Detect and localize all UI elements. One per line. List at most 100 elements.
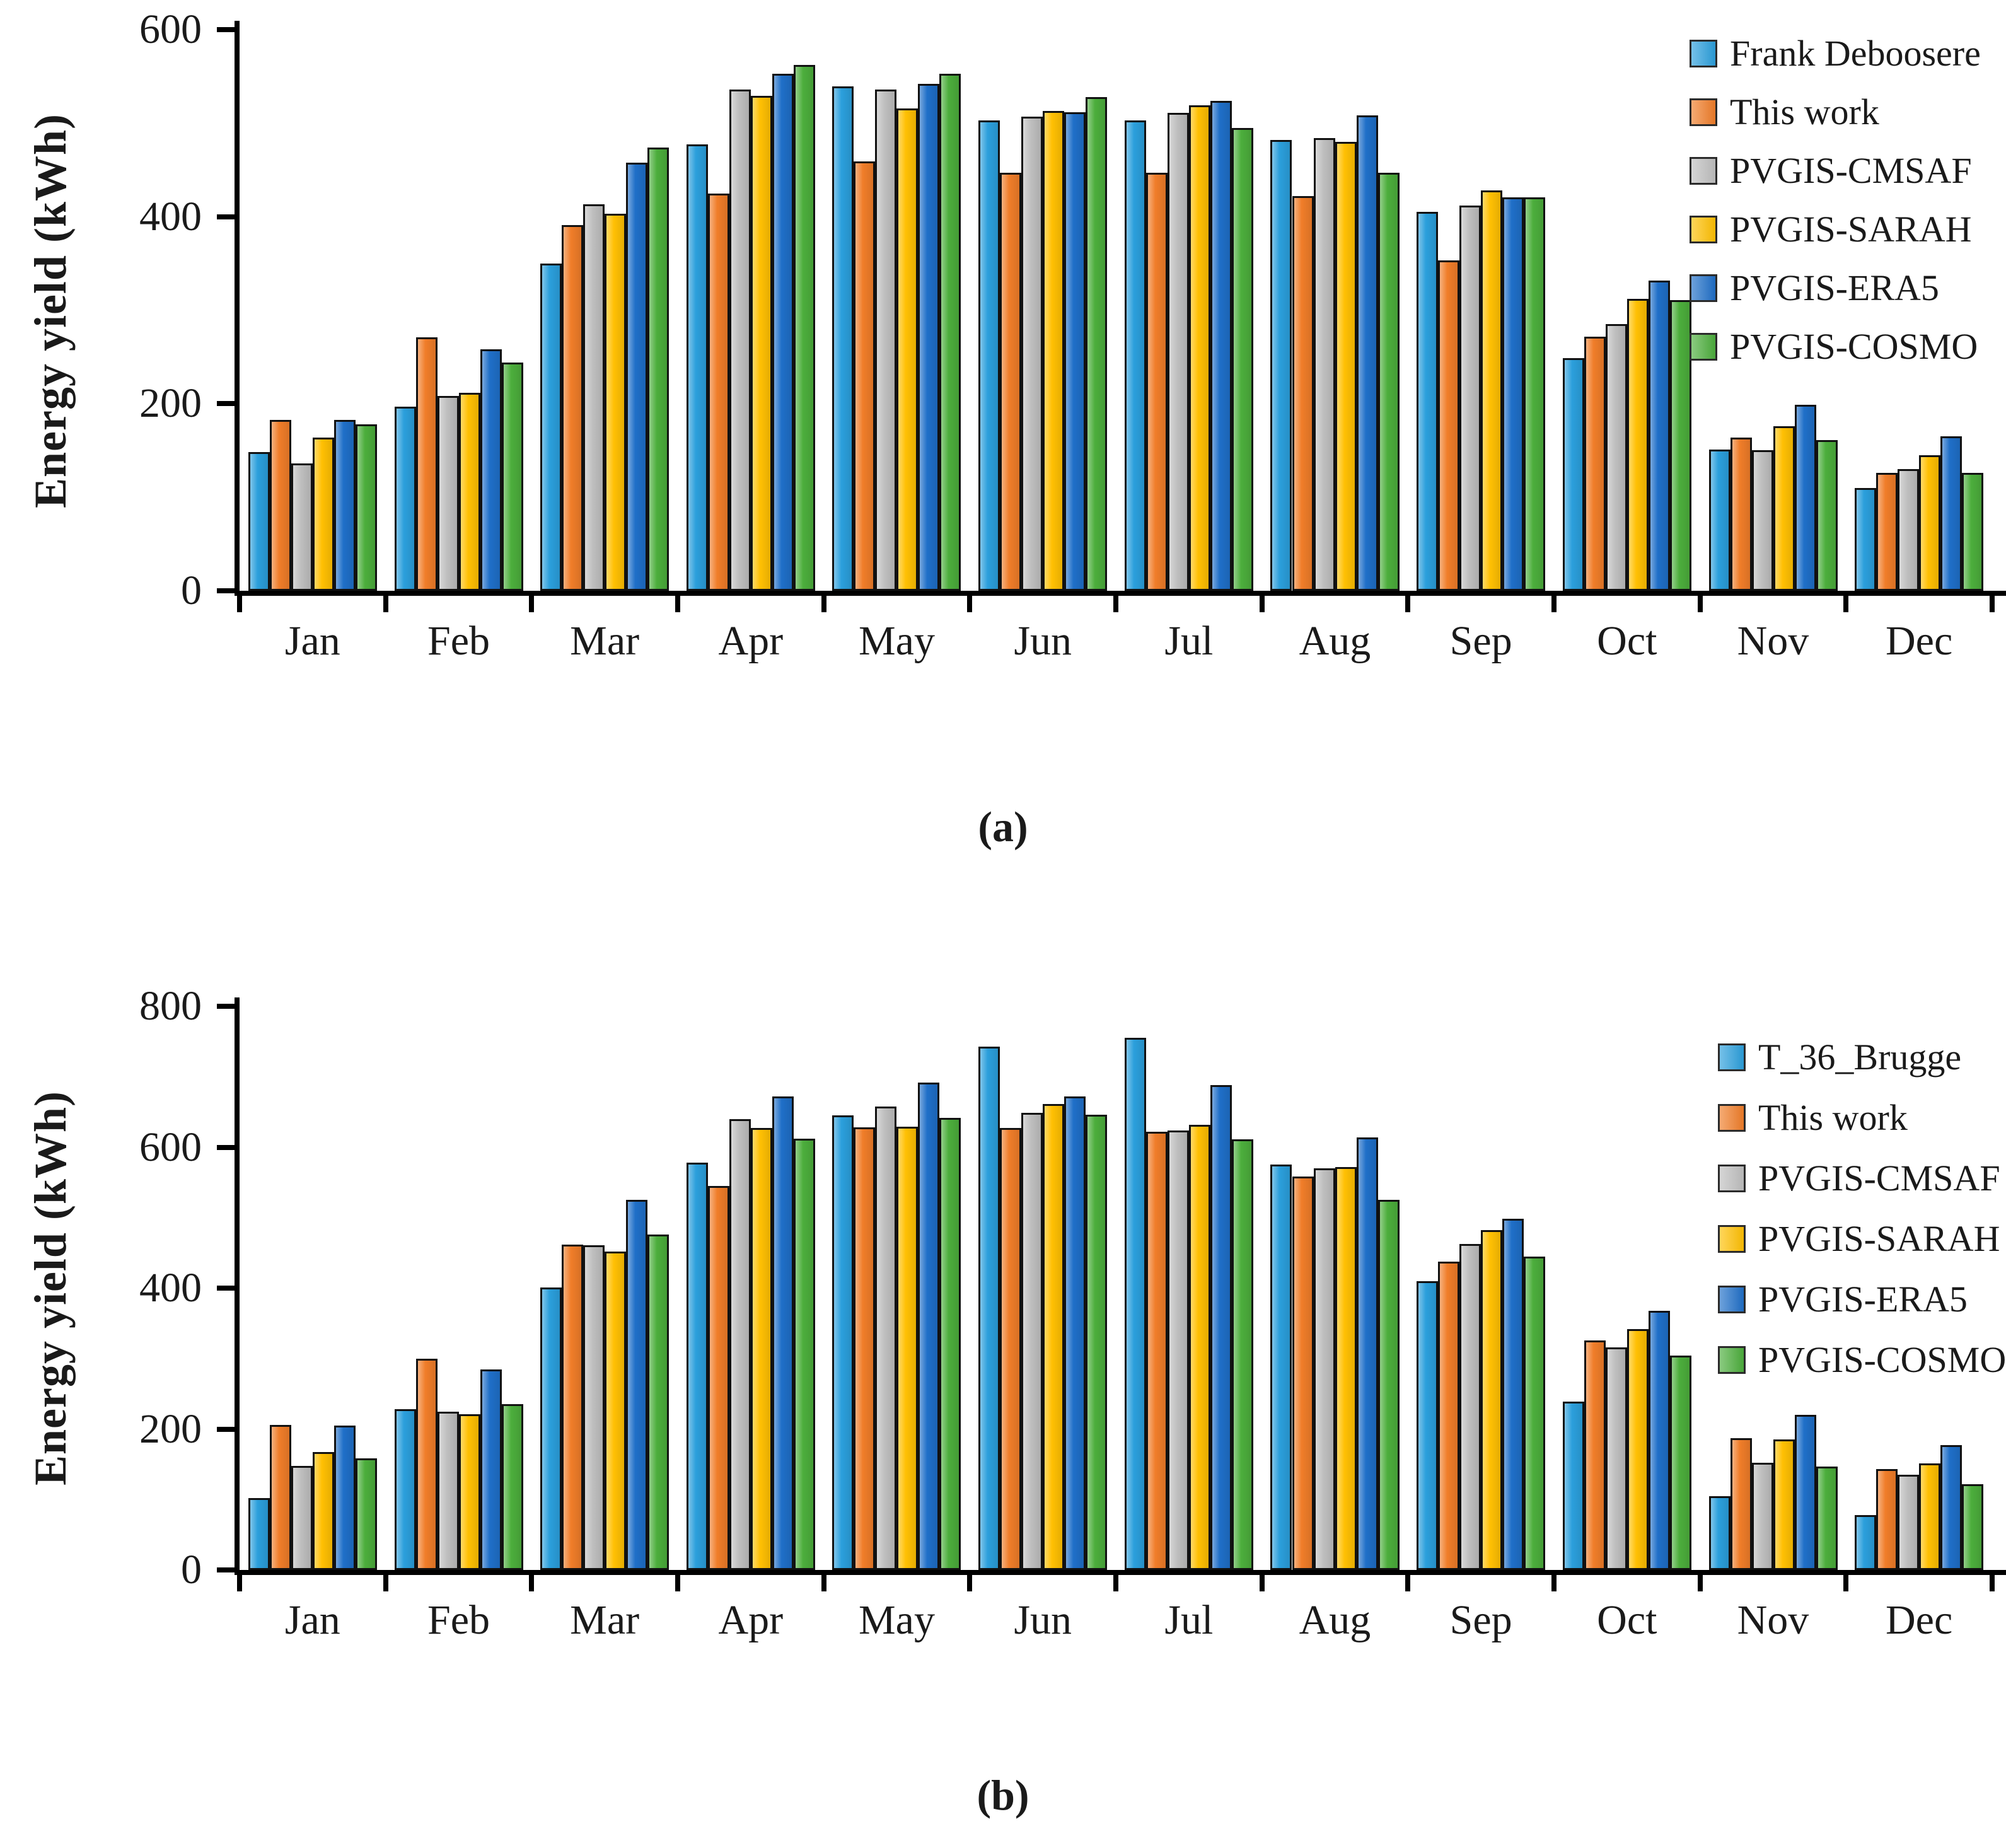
legend-label: This work	[1758, 1097, 1908, 1138]
x-tick-mark	[383, 596, 388, 612]
bar-pvgis-sarah-dec	[1919, 455, 1940, 591]
bar-pvgis-cosmo-may	[939, 74, 961, 591]
y-tick-label: 200	[139, 380, 202, 427]
bar-t-36-brugge-apr	[687, 1163, 708, 1570]
bar-pvgis-cosmo-nov	[1816, 1467, 1838, 1570]
bar-this-work-oct	[1584, 1340, 1606, 1570]
y-tick-label: 0	[181, 1547, 202, 1593]
legend-item: T_36_Brugge	[1718, 1039, 1961, 1076]
bar-t-36-brugge-jul	[1125, 1038, 1146, 1570]
bar-pvgis-sarah-jun	[1043, 111, 1064, 591]
x-category-label: Mar	[570, 1597, 640, 1643]
x-category-label: Apr	[718, 1597, 784, 1643]
bar-pvgis-cmsaf-feb	[438, 396, 459, 591]
bar-pvgis-cosmo-oct	[1670, 1356, 1691, 1570]
x-tick-mark	[1405, 1575, 1411, 1591]
bar-pvgis-cosmo-aug	[1378, 1200, 1400, 1570]
bar-pvgis-sarah-jan	[313, 438, 334, 591]
x-tick-mark	[1843, 1575, 1849, 1591]
y-tick-mark	[217, 1426, 236, 1432]
bar-pvgis-era5-feb	[480, 349, 502, 591]
y-tick-label: 0	[181, 567, 202, 613]
bar-pvgis-cosmo-may	[939, 1118, 961, 1570]
legend-label: PVGIS-CMSAF	[1730, 150, 1972, 191]
bar-this-work-sep	[1438, 260, 1459, 591]
bar-pvgis-sarah-jun	[1043, 1104, 1064, 1570]
bar-pvgis-era5-dec	[1940, 436, 1962, 591]
bar-pvgis-era5-oct	[1649, 281, 1670, 591]
bar-pvgis-cosmo-jul	[1232, 128, 1253, 591]
bar-pvgis-era5-apr	[772, 74, 794, 591]
legend-label: PVGIS-SARAH	[1758, 1218, 2000, 1259]
caption-a: (a)	[978, 803, 1028, 851]
bar-frank-deboosere-sep	[1417, 212, 1438, 591]
legend-item: PVGIS-ERA5	[1718, 1281, 1968, 1318]
y-tick-mark	[217, 1004, 236, 1009]
bar-pvgis-era5-mar	[626, 1200, 647, 1570]
legend-item: PVGIS-COSMO	[1718, 1342, 2006, 1378]
x-tick-mark	[1405, 596, 1411, 612]
bar-this-work-jul	[1146, 1132, 1168, 1570]
bar-pvgis-era5-aug	[1357, 115, 1378, 591]
x-category-label: Nov	[1737, 618, 1809, 664]
x-category-label: Sep	[1449, 1597, 1512, 1643]
x-tick-mark	[529, 1575, 535, 1591]
x-tick-mark	[1697, 596, 1703, 612]
bar-pvgis-sarah-aug	[1335, 142, 1357, 591]
legend-item: PVGIS-ERA5	[1690, 270, 1939, 306]
bar-this-work-aug	[1292, 196, 1314, 591]
bar-frank-deboosere-mar	[540, 264, 562, 591]
bar-t-36-brugge-nov	[1709, 1496, 1731, 1570]
bar-t-36-brugge-sep	[1417, 1281, 1438, 1570]
bar-pvgis-era5-sep	[1502, 1219, 1524, 1570]
bar-pvgis-cmsaf-feb	[438, 1412, 459, 1570]
bar-pvgis-cmsaf-jun	[1021, 1113, 1043, 1570]
legend-item: PVGIS-COSMO	[1690, 328, 1978, 365]
bar-this-work-aug	[1292, 1177, 1314, 1570]
bar-pvgis-era5-apr	[772, 1096, 794, 1570]
bar-pvgis-sarah-mar	[605, 214, 626, 591]
y-tick-mark	[217, 1286, 236, 1291]
x-tick-mark	[1990, 596, 1995, 612]
bar-pvgis-cmsaf-aug	[1314, 138, 1335, 591]
bar-t-36-brugge-oct	[1563, 1402, 1584, 1570]
x-axis-line	[235, 591, 2006, 596]
legend-item: This work	[1718, 1100, 1908, 1136]
bar-pvgis-cmsaf-jul	[1168, 113, 1189, 591]
y-tick-mark	[217, 588, 236, 593]
bar-pvgis-era5-may	[918, 1083, 939, 1570]
x-category-label: Feb	[427, 1597, 490, 1643]
bar-pvgis-sarah-jan	[313, 1452, 334, 1570]
bar-pvgis-cosmo-sep	[1524, 197, 1545, 591]
legend-label: PVGIS-ERA5	[1730, 267, 1939, 308]
bar-this-work-mar	[562, 1245, 583, 1570]
y-axis-title-a: Energy yield (kWh)	[25, 113, 76, 509]
bar-t-36-brugge-dec	[1855, 1515, 1876, 1570]
bar-pvgis-era5-jun	[1064, 1096, 1086, 1570]
bar-pvgis-sarah-jul	[1189, 1125, 1210, 1570]
legend-swatch-icon	[1690, 216, 1717, 243]
legend-swatch-icon	[1690, 274, 1717, 302]
bar-pvgis-era5-jan	[334, 420, 356, 591]
x-tick-mark	[1697, 1575, 1703, 1591]
bar-pvgis-sarah-mar	[605, 1252, 626, 1570]
bar-pvgis-sarah-apr	[751, 1128, 772, 1570]
y-tick-label: 400	[139, 1265, 202, 1311]
legend-item: Frank Deboosere	[1690, 35, 1981, 72]
legend-label: PVGIS-COSMO	[1730, 326, 1978, 367]
x-category-label: Jun	[1014, 618, 1072, 664]
legend-item: This work	[1690, 94, 1879, 131]
bar-pvgis-sarah-sep	[1481, 1230, 1502, 1570]
legend-item: PVGIS-SARAH	[1690, 211, 1972, 248]
x-tick-mark	[675, 596, 680, 612]
x-axis-line	[235, 1570, 2006, 1575]
caption-b: (b)	[977, 1771, 1029, 1819]
x-tick-mark	[1113, 1575, 1118, 1591]
bar-pvgis-cmsaf-jul	[1168, 1130, 1189, 1570]
x-category-label: May	[858, 618, 935, 664]
bar-pvgis-era5-sep	[1502, 197, 1524, 591]
bar-pvgis-sarah-nov	[1773, 426, 1795, 591]
y-axis-line	[235, 997, 240, 1575]
legend-swatch-icon	[1718, 1225, 1746, 1253]
x-tick-mark	[967, 1575, 973, 1591]
